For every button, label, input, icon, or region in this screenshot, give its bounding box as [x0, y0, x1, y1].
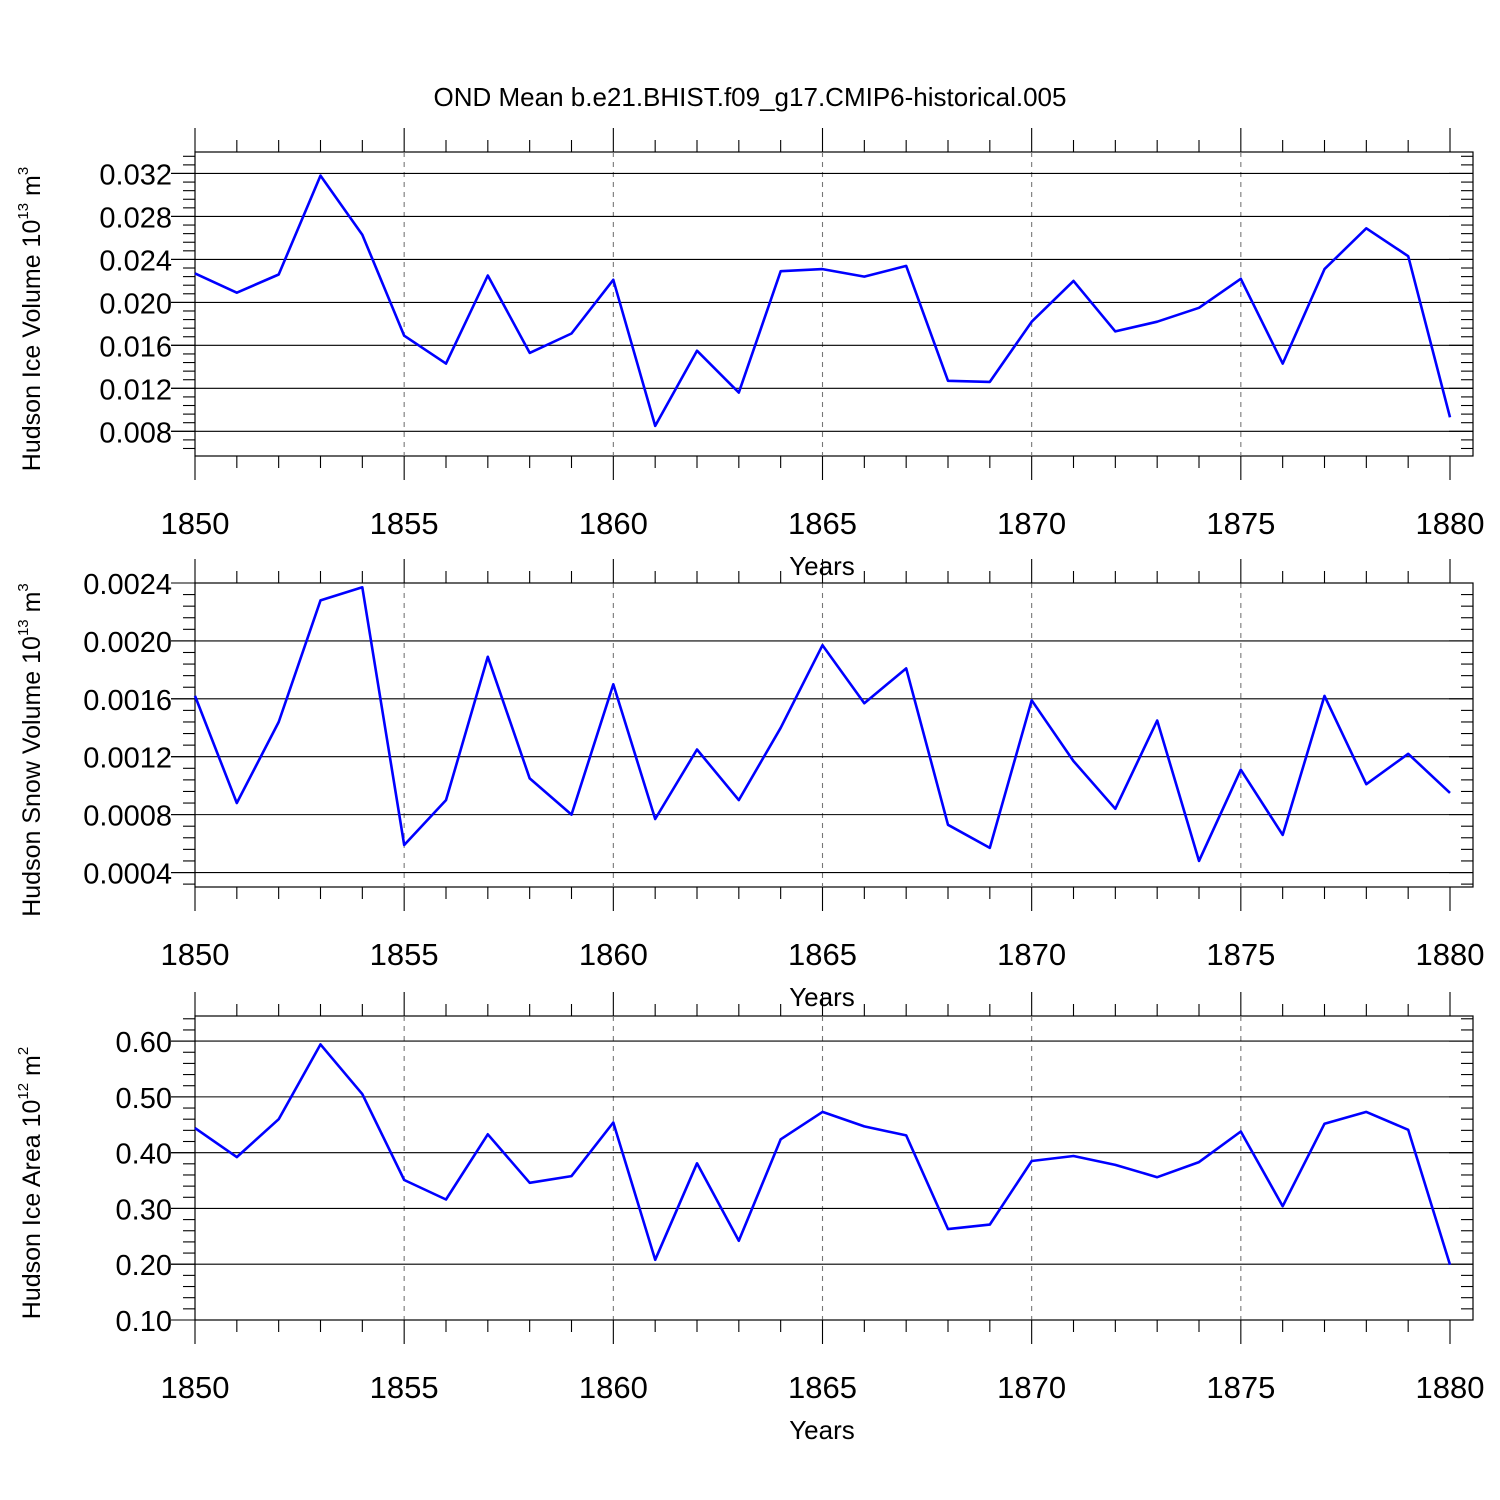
x-tick-label: 1865 [788, 1370, 857, 1405]
x-tick-label: 1870 [997, 506, 1066, 541]
x-tick-label: 1855 [370, 937, 439, 972]
chart-title: OND Mean b.e21.BHIST.f09_g17.CMIP6-histo… [434, 82, 1067, 112]
y-axis-label: Hudson Ice Volume 1013 m3 [15, 167, 46, 471]
x-tick-label: 1860 [579, 937, 648, 972]
x-tick-label: 1850 [161, 506, 230, 541]
x-tick-label: 1860 [579, 1370, 648, 1405]
y-axis-label-exponent: 13 [15, 619, 32, 636]
x-tick-label: 1865 [788, 937, 857, 972]
x-tick-label: 1880 [1416, 506, 1485, 541]
y-tick-label: 0.30 [116, 1194, 172, 1226]
x-tick-label: 1880 [1416, 1370, 1485, 1405]
y-axis-label: Hudson Ice Area 1012 m2 [15, 1047, 46, 1319]
y-axis-label-base: Hudson Ice Area 10 [18, 1100, 46, 1320]
x-axis-label: Years [789, 1415, 855, 1445]
y-tick-label: 0.024 [99, 245, 172, 277]
y-axis-label-unit: m [18, 592, 46, 620]
y-axis-label-unit-exponent: 3 [15, 583, 32, 591]
x-tick-label: 1875 [1206, 1370, 1275, 1405]
y-tick-label: 0.50 [116, 1083, 172, 1115]
y-tick-label: 0.0024 [83, 569, 172, 601]
y-axis-label-exponent: 13 [15, 203, 32, 220]
y-axis-label-base: Hudson Snow Volume 10 [18, 636, 46, 917]
y-tick-label: 0.0004 [83, 859, 172, 891]
panel-2: 1850 1855 1860 1865 1870 1875 1880 0.0004 0.0008… [15, 559, 1484, 1012]
y-tick-label: 0.40 [116, 1139, 172, 1171]
x-tick-label: 1855 [370, 506, 439, 541]
series-line [194, 1043, 1452, 1266]
y-tick-label: 0.028 [99, 202, 172, 234]
y-tick-label: 0.016 [99, 331, 172, 363]
y-tick-label: 0.020 [99, 288, 172, 320]
y-tick-label: 0.0016 [83, 685, 172, 717]
x-tick-label: 1860 [579, 506, 648, 541]
y-axis-label-unit-exponent: 3 [15, 167, 32, 175]
y-tick-label: 0.20 [116, 1250, 172, 1282]
y-tick-label: 0.0008 [83, 801, 172, 833]
y-axis-label-unit-exponent: 2 [15, 1047, 32, 1055]
y-tick-label: 0.10 [116, 1306, 172, 1338]
y-axis-label: Hudson Snow Volume 1013 m3 [15, 583, 46, 917]
y-tick-label: 0.0012 [83, 743, 172, 775]
y-axis-label-exponent: 12 [15, 1083, 32, 1100]
y-tick-label: 0.60 [116, 1027, 172, 1059]
chart-panels: 1850 1855 1860 1865 1870 1875 1880 0.008 0.012 0.… [15, 128, 1484, 1445]
series-line [194, 174, 1452, 428]
x-tick-label: 1865 [788, 506, 857, 541]
x-tick-label: 1870 [997, 1370, 1066, 1405]
x-tick-label: 1875 [1206, 937, 1275, 972]
panel-1: 1850 1855 1860 1865 1870 1875 1880 0.008 0.012 0.… [15, 128, 1484, 581]
plot-frame [194, 151, 1474, 457]
panel-3: 1850 1855 1860 1865 1870 1875 1880 0.10 0.20 0.30… [15, 992, 1484, 1445]
series-line [193, 585, 1451, 863]
y-tick-label: 0.0020 [83, 627, 172, 659]
x-tick-label: 1880 [1416, 937, 1485, 972]
y-axis-label-unit: m [18, 175, 46, 203]
y-axis-label-base: Hudson Ice Volume 10 [18, 220, 46, 472]
y-tick-label: 0.008 [99, 417, 172, 449]
y-axis-label-unit: m [18, 1055, 46, 1083]
x-tick-label: 1875 [1206, 506, 1275, 541]
x-tick-label: 1855 [370, 1370, 439, 1405]
y-tick-label: 0.032 [99, 159, 172, 191]
x-tick-label: 1850 [161, 937, 230, 972]
plot-frame [194, 1015, 1474, 1321]
x-tick-label: 1870 [997, 937, 1066, 972]
y-tick-label: 0.012 [99, 374, 172, 406]
x-tick-label: 1850 [161, 1370, 230, 1405]
